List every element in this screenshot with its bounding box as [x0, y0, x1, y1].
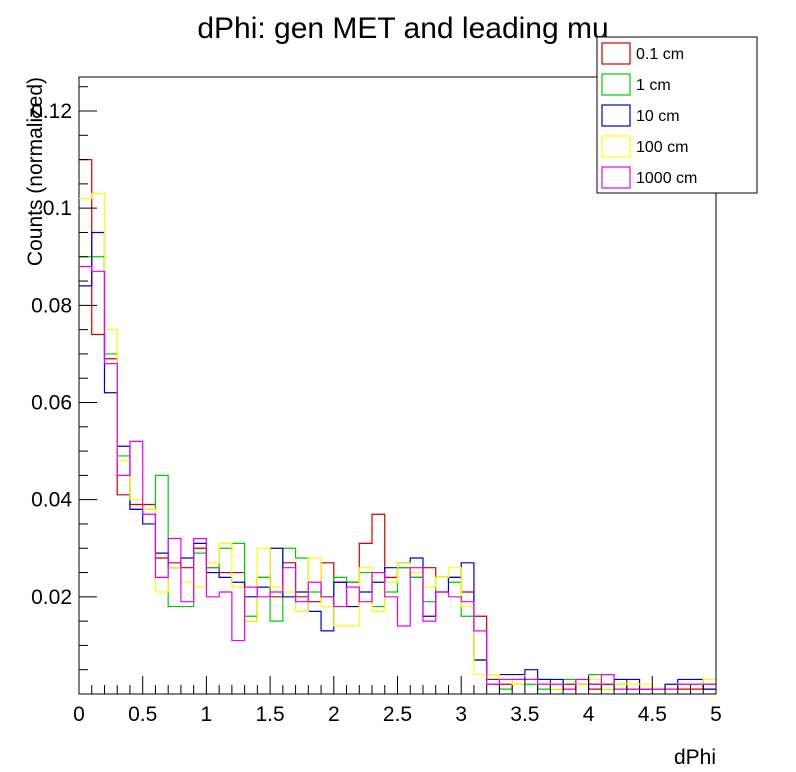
x-tick-label: 1.5	[255, 703, 284, 726]
series-layer	[79, 158, 716, 690]
x-tick-label: 3	[455, 703, 467, 726]
x-tick-label: 0.5	[128, 703, 157, 726]
y-axis-label: Counts (normalized)	[24, 77, 47, 266]
x-tick-label: 0	[73, 703, 85, 726]
x-tick-label: 4	[583, 703, 595, 726]
series-line-4	[79, 265, 716, 690]
y-tick-label: 0.08	[31, 294, 72, 317]
legend-label-4: 1000 cm	[636, 170, 697, 187]
x-tick-label: 3.5	[510, 703, 539, 726]
legend-swatch-3	[601, 135, 631, 158]
y-tick-label: 0.06	[31, 392, 72, 415]
legend-swatch-1	[601, 73, 631, 96]
x-tick-label: 4.5	[638, 703, 667, 726]
x-tick-label: 5	[710, 703, 722, 726]
x-tick-label: 2	[328, 703, 340, 726]
chart-title: dPhi: gen MET and leading mu	[197, 12, 608, 45]
legend-swatch-2	[601, 104, 631, 127]
legend-label-1: 1 cm	[636, 77, 671, 94]
x-axis-label: dPhi	[674, 746, 716, 769]
legend-swatch-4	[601, 166, 631, 189]
y-tick-label: 0.1	[43, 197, 72, 220]
x-tick-label: 1	[201, 703, 213, 726]
legend-label-0: 0.1 cm	[636, 46, 684, 63]
y-tick-label: 0.04	[31, 489, 72, 512]
y-tick-label: 0.12	[31, 100, 72, 123]
legend-label-2: 10 cm	[636, 108, 680, 125]
legend-label-3: 100 cm	[636, 139, 688, 156]
legend-swatch-0	[601, 42, 631, 65]
axis-layer: 0 0.5 1 1.5 2 2.5 3 3.5 4 4.5 5 0.02 0.04 0.06 0.08 0.1…	[31, 86, 722, 726]
legend: 0.1 cm 1 cm 10 cm 100 cm 1000 cm	[596, 36, 758, 194]
x-tick-label: 2.5	[383, 703, 412, 726]
y-tick-label: 0.02	[31, 586, 72, 609]
